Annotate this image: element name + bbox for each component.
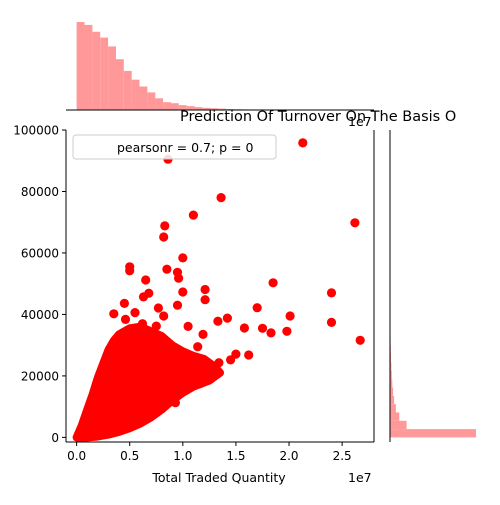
scatter-point <box>356 336 365 345</box>
scatter-point <box>91 429 100 438</box>
scatter-point <box>141 275 150 284</box>
scatter-point <box>207 373 216 382</box>
scatter-point <box>189 211 198 220</box>
right-histogram-bar <box>390 429 476 437</box>
x-tick-label: 1.0 <box>173 449 192 463</box>
legend-text: pearsonr = 0.7; p = 0 <box>117 140 253 155</box>
top-multiplier-label: 1e7 <box>348 114 372 129</box>
x-multiplier-label: 1e7 <box>348 470 372 485</box>
scatter-point <box>269 278 278 287</box>
x-tick-label: 0.5 <box>120 449 139 463</box>
right-histogram-bar <box>390 404 396 412</box>
y-tick-label: 80000 <box>21 185 59 199</box>
scatter-point <box>162 265 171 274</box>
scatter-point <box>240 323 249 332</box>
scatter-point <box>74 433 83 442</box>
scatter-point <box>138 319 147 328</box>
scatter-point <box>201 285 210 294</box>
scatter-point <box>120 299 129 308</box>
scatter-point <box>286 311 295 320</box>
scatter-point <box>105 425 114 434</box>
scatter-point <box>159 232 168 241</box>
top-histogram-bar <box>92 32 100 110</box>
x-tick-label: 0.0 <box>67 449 86 463</box>
scatter-point <box>350 218 359 227</box>
top-histogram-bar <box>85 25 93 110</box>
scatter-point <box>327 318 336 327</box>
scatter-point <box>223 314 232 323</box>
y-tick-label: 100000 <box>13 124 59 138</box>
scatter-point <box>298 138 307 147</box>
x-tick-label: 1.5 <box>226 449 245 463</box>
scatter-point <box>130 308 139 317</box>
scatter-point <box>201 295 210 304</box>
scatter-point <box>139 292 148 301</box>
y-tick-label: 0 <box>51 431 59 445</box>
scatter-point <box>226 355 235 364</box>
scatter-point <box>121 315 130 324</box>
top-histogram-bar <box>108 46 116 110</box>
top-histogram-bar <box>140 87 148 111</box>
scatter-point <box>258 324 267 333</box>
right-histogram-bar <box>390 396 394 404</box>
top-histogram-bar <box>155 98 163 110</box>
right-marginal-histogram <box>390 130 476 442</box>
scatter-point <box>178 253 187 262</box>
top-histogram-bar <box>147 92 155 110</box>
scatter-point <box>154 303 163 312</box>
legend: pearsonr = 0.7; p = 0 <box>73 135 276 159</box>
scatter-point <box>244 350 253 359</box>
top-histogram-bar <box>116 59 124 110</box>
scatter-point <box>198 330 207 339</box>
scatter-point <box>159 311 168 320</box>
scatter-point <box>174 274 183 283</box>
scatter-point <box>195 379 204 388</box>
scatter-point <box>178 287 187 296</box>
scatter-point <box>109 309 118 318</box>
right-histogram-bar <box>390 421 407 429</box>
scatter-point <box>176 386 185 395</box>
scatter-point <box>160 221 169 230</box>
scatter-point <box>327 288 336 297</box>
x-axis-label: Total Traded Quantity <box>151 470 286 485</box>
x-tick-label: 2.0 <box>279 449 298 463</box>
top-marginal-histogram <box>66 22 374 110</box>
chart-title: Prediction Of Turnover On The Basis O <box>180 109 456 125</box>
top-histogram-bar <box>77 22 85 110</box>
scatter-point <box>173 301 182 310</box>
y-tick-label: 20000 <box>21 369 59 383</box>
x-tick-label: 2.5 <box>333 449 352 463</box>
scatter-point <box>193 342 202 351</box>
scatter-point <box>152 322 161 331</box>
top-histogram-bar <box>100 38 108 110</box>
y-tick-label: 60000 <box>21 246 59 260</box>
scatter-axes: 0.0 0.5 1.0 1.5 2.0 2.5 0 20000 40000 60000 80000 1… <box>13 124 374 464</box>
top-histogram-bar <box>132 80 140 110</box>
scatter-point <box>125 266 134 275</box>
top-histogram-bar <box>171 103 179 110</box>
scatter-point <box>184 322 193 331</box>
right-histogram-bar <box>390 413 399 421</box>
top-histogram-bar <box>124 71 132 110</box>
scatter-point <box>171 398 180 407</box>
scatter-point <box>213 317 222 326</box>
top-histogram-bar <box>163 102 171 110</box>
y-tick-label: 40000 <box>21 308 59 322</box>
scatter-point <box>147 410 156 419</box>
scatter-point <box>217 193 226 202</box>
scatter-point <box>266 328 275 337</box>
scatter-point <box>253 303 262 312</box>
scatter-point <box>282 327 291 336</box>
scatter-plot <box>74 138 365 441</box>
scatter-point <box>209 364 218 373</box>
